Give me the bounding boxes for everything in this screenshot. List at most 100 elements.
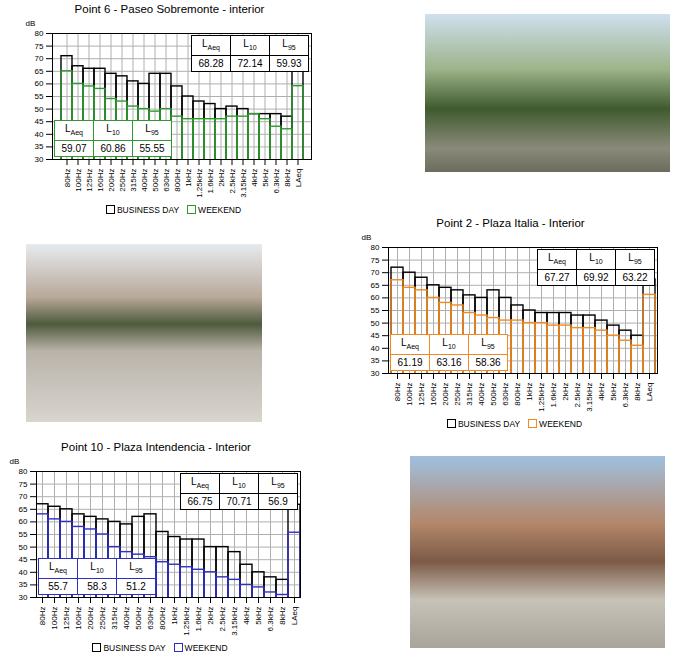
svg-text:8kHz: 8kHz [283,169,292,187]
svg-text:40: 40 [371,344,380,353]
svg-text:dB: dB [10,457,20,466]
svg-text:65: 65 [19,505,28,514]
svg-text:30: 30 [19,593,28,602]
svg-text:8kHz: 8kHz [633,383,642,401]
svg-text:800Hz: 800Hz [513,383,522,406]
svg-text:315Hz: 315Hz [110,607,119,630]
svg-text:160Hz: 160Hz [429,383,438,406]
svg-text:6.3kHz: 6.3kHz [272,169,281,194]
svg-text:125Hz: 125Hz [417,383,426,406]
svg-text:70: 70 [19,492,28,501]
svg-text:60: 60 [371,293,380,302]
svg-text:630Hz: 630Hz [162,169,171,192]
svg-text:5kHz: 5kHz [261,169,270,187]
svg-text:1.25kHz: 1.25kHz [537,383,546,412]
svg-text:80: 80 [371,243,380,252]
svg-text:400Hz: 400Hz [477,383,486,406]
svg-text:45: 45 [19,555,28,564]
svg-text:400Hz: 400Hz [140,169,149,192]
svg-text:2.5kHz: 2.5kHz [573,383,582,408]
svg-text:800Hz: 800Hz [173,169,182,192]
svg-text:60: 60 [35,79,44,88]
svg-text:250Hz: 250Hz [98,607,107,630]
svg-text:100Hz: 100Hz [50,607,59,630]
svg-text:500Hz: 500Hz [134,607,143,630]
svg-text:1.25kHz: 1.25kHz [182,607,191,636]
svg-text:LAeq: LAeq [645,383,654,402]
svg-text:3.15kHz: 3.15kHz [585,383,594,412]
svg-text:2kHz: 2kHz [206,607,215,625]
svg-text:40: 40 [35,130,44,139]
svg-text:70: 70 [371,268,380,277]
svg-text:80Hz: 80Hz [63,169,72,188]
svg-text:4kHz: 4kHz [242,607,251,625]
svg-text:6.3kHz: 6.3kHz [266,607,275,632]
svg-text:45: 45 [35,117,44,126]
svg-text:40: 40 [19,568,28,577]
svg-text:30: 30 [371,369,380,378]
svg-text:160Hz: 160Hz [96,169,105,192]
svg-text:50: 50 [19,543,28,552]
svg-text:35: 35 [371,356,380,365]
svg-text:1.6kHz: 1.6kHz [194,607,203,632]
svg-text:200Hz: 200Hz [107,169,116,192]
svg-text:315Hz: 315Hz [129,169,138,192]
svg-text:1.6kHz: 1.6kHz [206,169,215,194]
svg-text:125Hz: 125Hz [85,169,94,192]
svg-text:800Hz: 800Hz [158,607,167,630]
svg-text:75: 75 [371,256,380,265]
svg-text:500Hz: 500Hz [151,169,160,192]
svg-text:70: 70 [35,54,44,63]
svg-text:2.5kHz: 2.5kHz [228,169,237,194]
svg-text:400Hz: 400Hz [122,607,131,630]
svg-text:250Hz: 250Hz [453,383,462,406]
svg-text:1kHz: 1kHz [170,607,179,625]
svg-text:2kHz: 2kHz [561,383,570,401]
svg-text:65: 65 [371,281,380,290]
svg-text:315Hz: 315Hz [465,383,474,406]
svg-text:2.5kHz: 2.5kHz [218,607,227,632]
svg-text:8kHz: 8kHz [278,607,287,625]
svg-text:35: 35 [19,580,28,589]
svg-text:100Hz: 100Hz [74,169,83,192]
svg-text:55: 55 [371,306,380,315]
svg-text:100Hz: 100Hz [405,383,414,406]
svg-text:80: 80 [19,467,28,476]
svg-text:4kHz: 4kHz [250,169,259,187]
svg-text:160Hz: 160Hz [74,607,83,630]
svg-text:125Hz: 125Hz [62,607,71,630]
svg-text:80Hz: 80Hz [38,607,47,626]
svg-text:LAeq: LAeq [294,169,303,188]
svg-text:50: 50 [35,105,44,114]
svg-text:55: 55 [35,92,44,101]
svg-text:30: 30 [35,155,44,164]
svg-text:200Hz: 200Hz [441,383,450,406]
svg-text:65: 65 [35,67,44,76]
svg-text:500Hz: 500Hz [489,383,498,406]
svg-text:80: 80 [35,29,44,38]
svg-text:LAeq: LAeq [290,607,299,626]
svg-text:dB: dB [362,233,372,242]
svg-text:1kHz: 1kHz [525,383,534,401]
svg-text:250Hz: 250Hz [118,169,127,192]
svg-text:75: 75 [19,480,28,489]
svg-text:630Hz: 630Hz [146,607,155,630]
svg-text:80Hz: 80Hz [393,383,402,402]
svg-text:5kHz: 5kHz [254,607,263,625]
svg-text:60: 60 [19,517,28,526]
svg-text:5kHz: 5kHz [609,383,618,401]
svg-text:630Hz: 630Hz [501,383,510,406]
svg-text:35: 35 [35,142,44,151]
svg-text:50: 50 [371,319,380,328]
svg-text:200Hz: 200Hz [86,607,95,630]
svg-text:75: 75 [35,42,44,51]
svg-text:45: 45 [371,331,380,340]
svg-text:dB: dB [26,19,36,28]
svg-text:3.15kHz: 3.15kHz [239,169,248,198]
svg-text:2kHz: 2kHz [217,169,226,187]
svg-text:6.3kHz: 6.3kHz [621,383,630,408]
svg-text:1kHz: 1kHz [184,169,193,187]
svg-text:55: 55 [19,530,28,539]
svg-text:1.6kHz: 1.6kHz [549,383,558,408]
svg-text:1.25kHz: 1.25kHz [195,169,204,198]
